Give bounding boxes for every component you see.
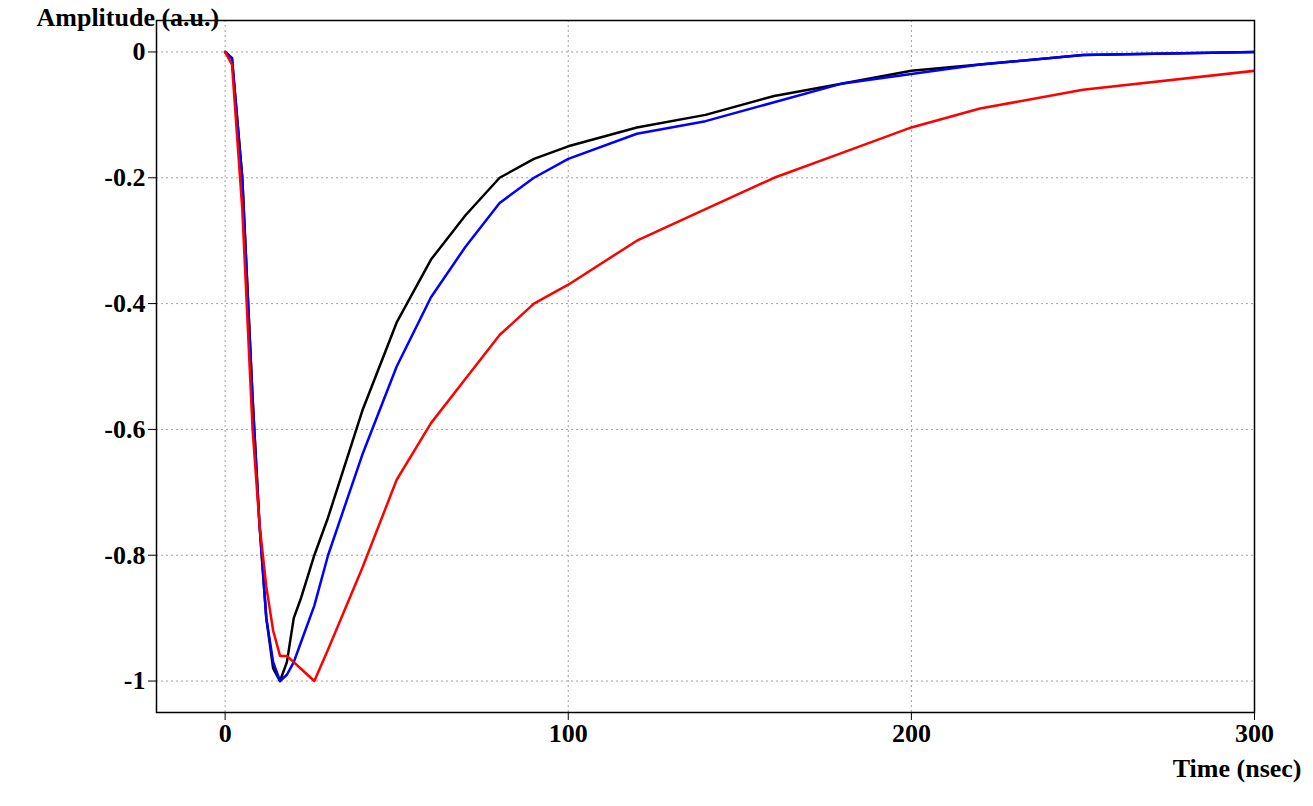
svg-text:0: 0 [219, 719, 232, 748]
svg-text:Amplitude (a.u.): Amplitude (a.u.) [37, 4, 220, 32]
svg-text:100: 100 [549, 719, 588, 748]
svg-text:-0.4: -0.4 [104, 289, 145, 318]
svg-text:-1: -1 [124, 666, 146, 695]
svg-text:0: 0 [133, 37, 146, 66]
svg-text:-0.8: -0.8 [104, 541, 145, 570]
svg-text:-0.2: -0.2 [104, 163, 145, 192]
svg-text:-0.6: -0.6 [104, 415, 145, 444]
svg-text:200: 200 [892, 719, 931, 748]
svg-text:Time (nsec): Time (nsec) [1173, 754, 1302, 783]
svg-text:300: 300 [1235, 719, 1274, 748]
